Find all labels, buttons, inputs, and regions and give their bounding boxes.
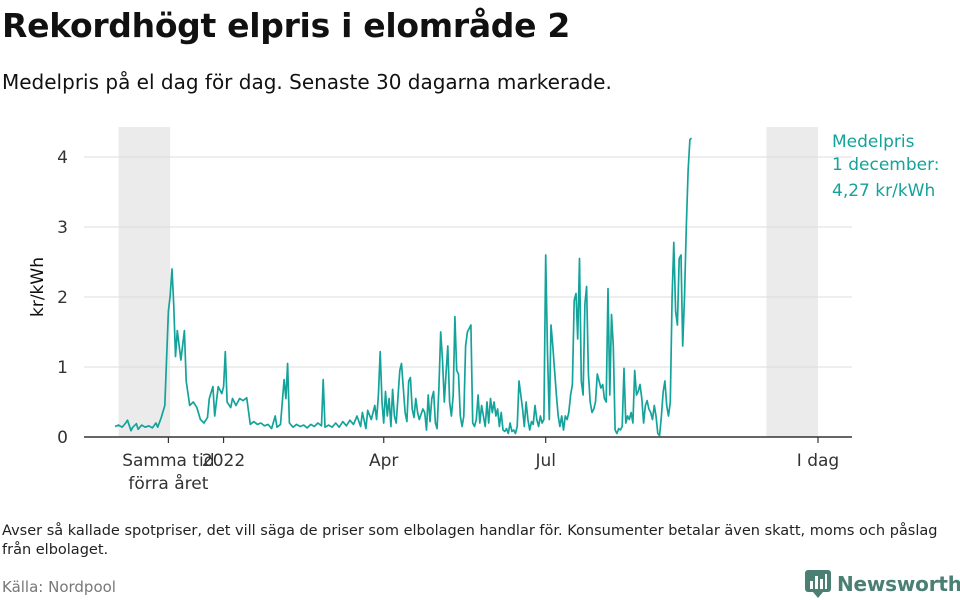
bar-chart-icon <box>805 570 831 598</box>
series-line <box>114 137 693 437</box>
x-tick-label: 2022 <box>202 451 245 471</box>
y-tick-label: 1 <box>57 358 68 378</box>
x-tick-label: Apr <box>369 451 398 471</box>
annotation-line-2: 1 december: <box>832 155 940 175</box>
y-tick-label: 3 <box>57 218 68 238</box>
x-tick-label-line-2: förra året <box>128 473 208 494</box>
x-tick-label: I dag <box>797 451 839 471</box>
shaded-range-1 <box>118 127 171 437</box>
x-tick-label: Samma tid <box>122 451 214 471</box>
chart-title: Rekordhögt elpris i elområde 2 <box>2 6 571 45</box>
y-tick-label: 0 <box>57 428 68 448</box>
y-tick-labels: 0 1 2 3 4 <box>57 148 68 448</box>
chart-subtitle: Medelpris på el dag för dag. Senaste 30 … <box>2 70 612 94</box>
shaded-ranges <box>118 127 818 437</box>
shaded-range-2 <box>766 127 818 437</box>
logo-text: Newsworthy <box>837 572 960 596</box>
annotation-line-3: 4,27 kr/kWh <box>832 181 935 201</box>
x-tick-label: Jul <box>534 451 556 471</box>
annotation-line-1: Medelpris <box>832 132 915 152</box>
y-tick-label: 2 <box>57 288 68 308</box>
footnote: Avser så kallade spotpriser, det vill sä… <box>2 523 938 558</box>
y-tick-label: 4 <box>57 148 68 168</box>
gridlines <box>84 156 852 368</box>
source-note: Källa: Nordpool <box>2 578 116 596</box>
y-axis-label: kr/kWh <box>28 257 48 317</box>
latest-value-annotation: Medelpris 1 december: 4,27 kr/kWh <box>832 132 940 201</box>
newsworthy-logo[interactable]: Newsworthy <box>805 570 960 598</box>
